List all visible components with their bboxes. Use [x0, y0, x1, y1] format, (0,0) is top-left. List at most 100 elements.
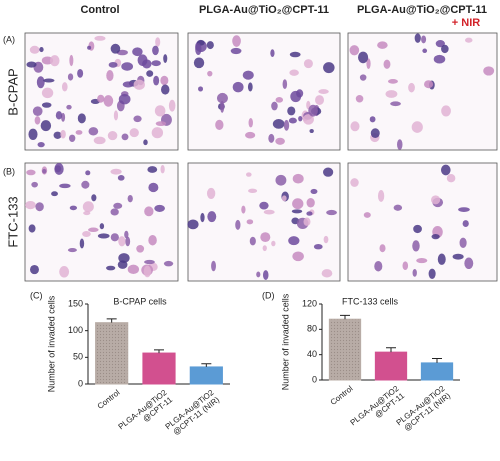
cell	[41, 87, 54, 99]
cell	[144, 259, 155, 265]
cell	[431, 195, 441, 205]
cell	[321, 269, 333, 278]
cell	[127, 264, 140, 275]
cell	[247, 82, 253, 92]
cell	[387, 79, 398, 84]
cell	[283, 119, 290, 131]
cell	[99, 223, 105, 230]
cell	[79, 238, 85, 249]
column-header: Control	[80, 4, 119, 16]
cell	[155, 121, 167, 127]
cell	[383, 59, 391, 69]
cell	[107, 131, 118, 141]
cell	[133, 79, 145, 90]
micrograph	[24, 32, 179, 151]
cell	[66, 104, 72, 110]
cell	[206, 187, 216, 200]
cell	[263, 209, 275, 215]
cell	[200, 212, 205, 223]
cell	[124, 230, 129, 239]
error-bar	[432, 357, 442, 363]
cell	[121, 62, 134, 71]
cell	[113, 202, 123, 209]
cell	[53, 131, 62, 139]
cell	[414, 33, 421, 43]
cell	[465, 37, 473, 43]
cell	[69, 205, 78, 211]
cell	[309, 129, 314, 134]
cell	[282, 79, 288, 90]
cell	[39, 47, 44, 53]
cell	[232, 35, 241, 47]
micrograph	[347, 162, 498, 282]
cell	[148, 235, 157, 246]
cell	[67, 248, 77, 253]
cell	[161, 84, 170, 95]
cell	[206, 41, 214, 50]
cell	[35, 202, 44, 212]
cell	[397, 139, 403, 150]
y-tick-label: 100	[68, 325, 83, 335]
cell	[370, 128, 380, 139]
chart-title: B-CPAP cells	[113, 296, 167, 306]
cell	[289, 69, 299, 76]
cell	[289, 51, 301, 58]
error-bar	[154, 349, 164, 354]
cell	[97, 233, 110, 239]
panel-label: (D)	[262, 290, 275, 300]
cell	[211, 260, 216, 272]
cell	[67, 73, 74, 81]
cell	[42, 168, 47, 174]
cell	[97, 94, 105, 103]
cell	[51, 191, 58, 197]
cell	[291, 209, 303, 214]
cell	[31, 181, 38, 188]
micrograph-frame	[187, 32, 341, 151]
cell	[28, 224, 36, 233]
cell	[441, 44, 449, 54]
cell	[393, 204, 403, 211]
cell	[59, 183, 71, 189]
cell	[313, 244, 323, 250]
cell	[61, 82, 68, 92]
error-bar	[386, 347, 396, 353]
cell	[459, 237, 467, 249]
cell	[230, 47, 242, 55]
cell	[198, 86, 204, 92]
cell	[268, 133, 275, 143]
cell	[349, 45, 360, 56]
micrograph	[187, 32, 341, 151]
panel-label: (A)	[3, 34, 15, 44]
cell	[160, 165, 165, 174]
cell	[41, 102, 52, 108]
cell	[82, 231, 91, 237]
cell	[59, 266, 70, 278]
bar	[374, 351, 408, 381]
cell	[34, 116, 41, 125]
row-label: B-CPAP	[5, 68, 20, 115]
y-axis-label: Number of invaded cells	[46, 295, 56, 392]
cell	[303, 217, 311, 226]
cell	[248, 188, 258, 193]
cell	[147, 166, 158, 173]
cell	[437, 253, 446, 265]
bar	[328, 318, 362, 381]
cell	[249, 236, 256, 246]
cell	[287, 106, 296, 116]
cell	[54, 163, 64, 175]
cell	[121, 133, 129, 141]
cell	[195, 43, 202, 56]
row-label: FTC-133	[5, 196, 20, 247]
cell	[379, 244, 386, 253]
cell	[302, 114, 314, 125]
cell	[151, 60, 161, 67]
cell	[110, 43, 121, 54]
cell	[235, 219, 241, 230]
cell	[464, 257, 474, 270]
cell	[87, 45, 92, 50]
column-header: PLGA-Au@TiO₂@CPT-11	[357, 4, 487, 16]
cell	[315, 95, 325, 105]
cell	[428, 268, 436, 279]
error-bar	[106, 318, 117, 323]
cell	[26, 61, 37, 68]
